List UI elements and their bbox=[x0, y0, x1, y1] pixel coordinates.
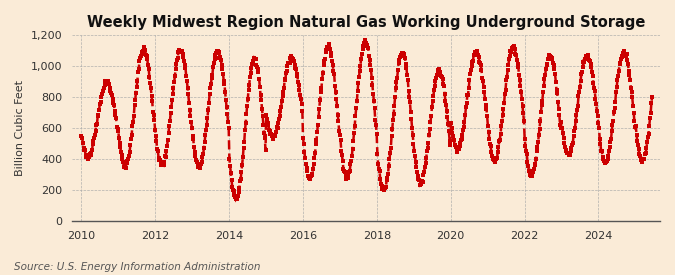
Text: Source: U.S. Energy Information Administration: Source: U.S. Energy Information Administ… bbox=[14, 262, 260, 272]
Title: Weekly Midwest Region Natural Gas Working Underground Storage: Weekly Midwest Region Natural Gas Workin… bbox=[87, 15, 645, 30]
Y-axis label: Billion Cubic Feet: Billion Cubic Feet bbox=[15, 80, 25, 176]
